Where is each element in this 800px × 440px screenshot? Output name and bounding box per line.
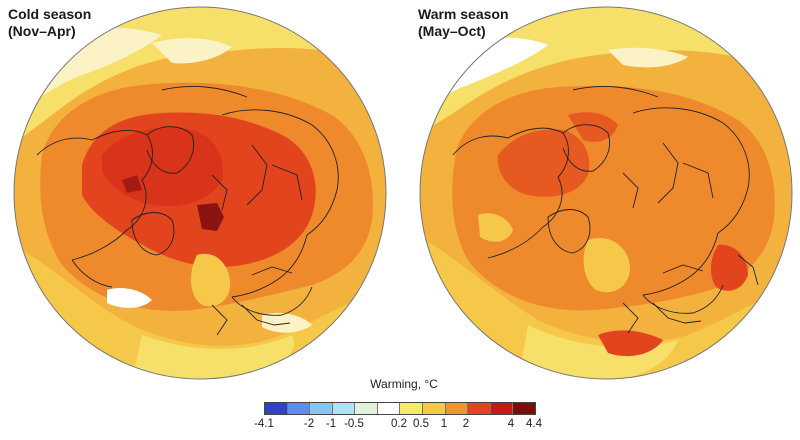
map-region — [262, 313, 312, 333]
legend-tick-label: 1 — [440, 418, 448, 430]
map-region — [14, 245, 386, 379]
map-region — [190, 253, 231, 307]
legend-tick-label: -2 — [303, 418, 315, 430]
warm-season-map-svg — [419, 6, 793, 380]
legend-swatch — [310, 403, 333, 414]
legend-swatch — [332, 403, 356, 414]
warm-season-title-line2: (May–Oct) — [418, 23, 486, 39]
legend-tick-label: -0.5 — [344, 418, 364, 430]
map-region — [152, 38, 232, 64]
map-region — [518, 325, 678, 379]
country-borders — [36, 86, 339, 336]
legend-tick-label: 2 — [462, 418, 470, 430]
legend-tick-label: 0.5 — [413, 418, 429, 430]
legend-swatch — [513, 403, 535, 414]
legend-swatch — [377, 403, 401, 414]
legend-swatch — [490, 403, 514, 414]
legend-ticks: -4.1 -2 -1 -0.5 0.2 0.5 1 2 4 4.4 — [254, 418, 554, 434]
map-region — [598, 330, 663, 357]
warming-legend: Warming, °C -4.1 -2 -1 -0.5 0.2 0.5 1 2 4 4.4 — [254, 377, 554, 437]
warm-season-globe-map — [418, 5, 794, 381]
legend-swatch — [468, 403, 491, 414]
map-region — [583, 238, 630, 293]
legend-title: Warming, °C — [370, 377, 438, 391]
map-region — [420, 235, 792, 379]
map-region — [420, 7, 792, 135]
legend-color-bar — [264, 402, 536, 415]
map-region — [710, 244, 748, 291]
warm-season-title-line1: Warm season — [418, 6, 509, 22]
cold-season-title: Cold season (Nov–Apr) — [8, 6, 91, 40]
legend-swatch — [265, 403, 288, 414]
cold-season-map-svg — [13, 6, 387, 380]
map-region — [497, 129, 590, 197]
legend-tick-label: -4.1 — [254, 418, 274, 430]
legend-swatch — [400, 403, 424, 414]
legend-swatch — [423, 403, 446, 414]
map-region — [122, 175, 142, 193]
map-region — [568, 112, 618, 142]
map-region — [107, 288, 152, 308]
globe-outline — [419, 6, 793, 380]
legend-tick-label: -1 — [325, 418, 337, 430]
globe-outline — [13, 6, 387, 380]
map-region — [132, 335, 294, 379]
cold-season-title-line1: Cold season — [8, 6, 92, 22]
map-region — [197, 203, 224, 231]
legend-tick-label: 4 — [507, 418, 515, 430]
country-borders — [452, 86, 759, 334]
legend-tick-label: 4.4 — [526, 418, 542, 430]
cold-season-title-line2: (Nov–Apr) — [8, 23, 76, 39]
legend-swatch — [355, 403, 378, 414]
legend-swatch — [287, 403, 311, 414]
legend-swatch — [445, 403, 469, 414]
map-region — [608, 47, 688, 68]
legend-tick-label: 0.2 — [391, 418, 407, 430]
cold-season-globe-map — [12, 5, 388, 381]
map-region — [478, 213, 513, 242]
warm-season-title: Warm season (May–Oct) — [418, 6, 509, 40]
